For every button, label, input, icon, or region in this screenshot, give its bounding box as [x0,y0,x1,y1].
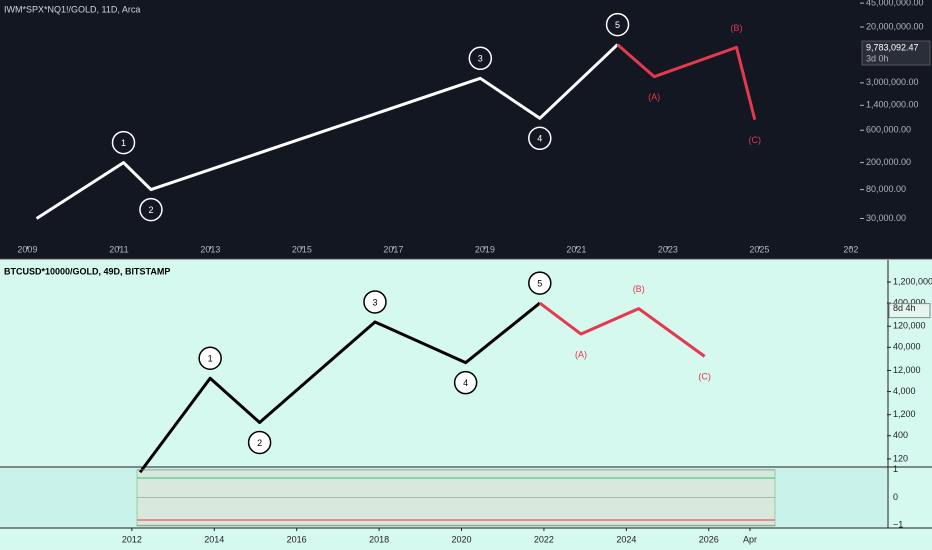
y-tick-label: 120,000 [893,321,926,331]
wave-label: 5 [537,278,542,288]
x-tick-label: 2020 [451,534,471,544]
y-tick-label: 80,000.00 [866,184,906,194]
x-tick-label: 2025 [749,244,769,254]
wave-label: 1 [121,138,126,148]
y-tick-label: 200,000.00 [866,157,911,167]
y-tick-label: 400 [893,430,908,440]
x-tick-label: 2009 [17,244,37,254]
chart-title: BTCUSD*10000/GOLD, 49D, BITSTAMP [4,266,170,276]
x-tick-label: 2016 [287,534,307,544]
y-tick-label: 600,000.00 [866,125,911,135]
wave-circle [139,197,163,222]
x-tick-label: 2012 [122,534,142,544]
y-tick-label: 1,200,000 [893,276,932,286]
wave-label: (C) [749,135,762,145]
wave-circle [198,346,222,370]
y-tick-label: 30,000.00 [866,213,906,223]
wave-circle [528,271,552,295]
x-tick-label: 2017 [383,244,403,254]
x-tick-label: 2019 [475,244,495,254]
x-tick-label: 2021 [566,244,586,254]
x-tick-label: 2024 [616,534,636,544]
oscillator-band [136,469,776,527]
x-tick-label: 2014 [204,534,224,544]
y-tick-label: 12,000 [893,365,921,375]
y-tick-label: 1,200 [893,409,916,419]
wave-circle [453,370,478,395]
wave-line [35,43,619,220]
wave-label: (B) [730,23,742,33]
wave-label: (A) [575,349,587,359]
wave-label: 5 [615,20,620,30]
osc-tick-label: 0 [893,492,898,502]
price-label: 8d 4h [893,303,916,313]
y-tick-label: 400,000 [893,297,926,307]
wave-label: 3 [372,297,377,307]
wave-label: (B) [633,284,645,294]
x-tick-label: 2023 [658,244,678,254]
price-tag [861,40,931,66]
x-tick-label: 2018 [369,534,389,544]
wave-circle [363,290,387,314]
wave-circle [468,46,493,71]
wave-label: 4 [463,378,468,388]
wave-label: (A) [648,92,660,102]
wave-label: 4 [537,134,542,144]
wave-line [616,43,757,121]
osc-tick-label: 1 [893,464,898,474]
y-tick-label: 3,000,000.00 [866,77,919,87]
y-tick-label: 120 [893,453,908,463]
x-tick-label: Apr [743,534,757,544]
x-tick-label: 2011 [109,244,128,254]
y-tick-label: 40,000 [893,342,921,352]
x-tick-label: 2013 [200,244,220,254]
wave-label: 3 [478,54,483,64]
top-pane [0,0,932,259]
price-label: 9,783,092.47 [866,42,919,52]
wave-label: (C) [698,372,711,382]
wave-circle [528,126,552,151]
price-tag [888,303,931,319]
x-tick-label: 202 [843,244,858,254]
wave-label: 2 [148,205,153,215]
x-tick-label: 2015 [292,244,312,254]
wave-circle [247,430,272,455]
y-tick-label: 4,000 [893,386,916,396]
x-tick-label: 2026 [699,534,719,544]
countdown: 3d 0h [866,53,889,63]
osc-tick-label: −1 [893,520,903,530]
wave-circle [111,130,136,155]
wave-line [138,301,541,474]
chart-title: IWM*SPX*NQ1!/GOLD, 11D, Arca [4,4,140,14]
y-tick-label: 1,400,000.00 [866,100,919,110]
y-tick-label: 45,000,000.00 [866,0,924,7]
wave-label: 2 [257,438,262,448]
y-tick-label: 20,000,000.00 [866,21,924,31]
x-tick-label: 2022 [534,534,554,544]
wave-circle [605,12,630,37]
wave-line [538,301,706,358]
wave-label: 1 [208,354,213,364]
